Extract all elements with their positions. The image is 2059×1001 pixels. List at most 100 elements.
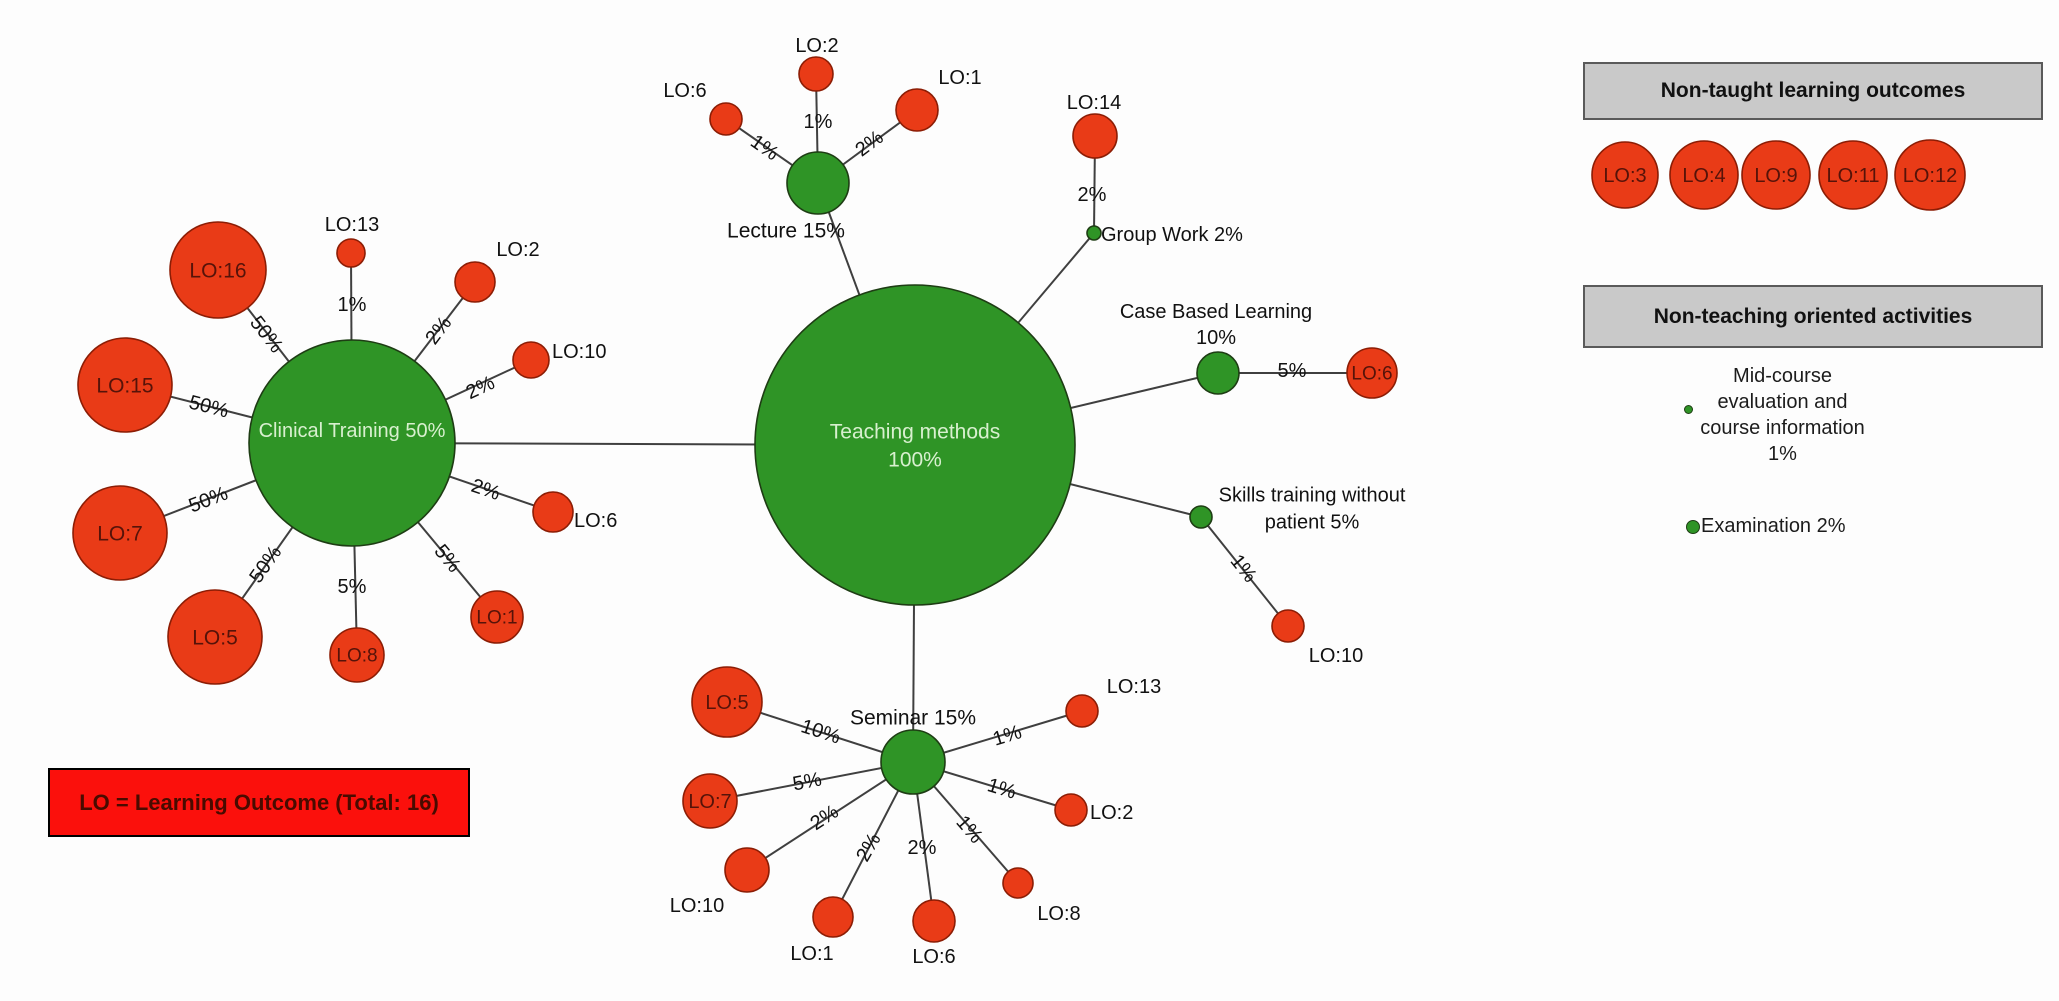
node-label-lo7s: LO:7 bbox=[688, 791, 731, 813]
node-label-groupwork: Group Work 2% bbox=[1101, 224, 1243, 246]
node-lo7s bbox=[682, 773, 738, 829]
edge-label-lecture-lo2l: 1% bbox=[804, 111, 833, 133]
edge-label-seminar-lo5s: 10% bbox=[798, 715, 843, 748]
green-dot-icon bbox=[1684, 405, 1693, 414]
node-label-cbl: 10% bbox=[1196, 327, 1236, 349]
node-lo13sem bbox=[1065, 694, 1099, 728]
node-lo2l bbox=[798, 56, 834, 92]
node-label-lo1sem: LO:1 bbox=[790, 943, 833, 965]
node-lo8sem bbox=[1002, 867, 1034, 899]
edge-label-seminar-lo7s: 5% bbox=[791, 768, 824, 795]
node-teaching bbox=[754, 284, 1076, 606]
node-label-teaching: Teaching methods bbox=[830, 420, 1000, 443]
node-lecture bbox=[786, 151, 850, 215]
node-lo1l bbox=[895, 88, 939, 132]
node-lo8c bbox=[329, 627, 385, 683]
node-lo9 bbox=[1741, 140, 1811, 210]
node-lo13c bbox=[336, 238, 366, 268]
node-layer bbox=[72, 56, 1966, 943]
node-seminar bbox=[880, 729, 946, 795]
edge-label-seminar-lo2sem: 1% bbox=[985, 774, 1019, 804]
edge-label-seminar-lo13sem: 1% bbox=[990, 721, 1024, 751]
node-label-skills: patient 5% bbox=[1265, 512, 1360, 534]
edge-label-seminar-lo6sem: 2% bbox=[908, 837, 937, 859]
node-lo2sem bbox=[1054, 793, 1088, 827]
edge-label-seminar-lo10sem: 2% bbox=[806, 801, 842, 835]
node-lo10s bbox=[1271, 609, 1305, 643]
node-label-lo2l: LO:2 bbox=[795, 35, 838, 57]
edge-seminar-lo7s bbox=[709, 761, 914, 802]
node-lo16c bbox=[169, 221, 267, 319]
node-lo6l bbox=[709, 102, 743, 136]
non-taught-legend-title: Non-taught learning outcomes bbox=[1660, 79, 1966, 102]
lo-footnote-text: LO = Learning Outcome (Total: 16) bbox=[79, 789, 439, 815]
edge-label-lecture-lo1l: 2% bbox=[851, 126, 887, 161]
node-cbl bbox=[1196, 351, 1240, 395]
node-label-clinical: Clinical Training 50% bbox=[259, 420, 446, 442]
node-label-teaching: 100% bbox=[888, 448, 942, 471]
node-skills bbox=[1189, 505, 1213, 529]
mid-course-evaluation-label: Mid-course evaluation and course informa… bbox=[1700, 365, 1865, 465]
node-lo6cbl bbox=[1346, 347, 1398, 399]
edge-seminar-lo10sem bbox=[746, 761, 914, 871]
node-lo6sem bbox=[912, 899, 956, 943]
node-label-lo5s: LO:5 bbox=[705, 692, 748, 714]
node-label-lo2c: LO:2 bbox=[496, 239, 539, 261]
edge-label-clinical-lo2c: 2% bbox=[421, 312, 456, 348]
node-label-lo13sem: LO:13 bbox=[1107, 676, 1161, 698]
non-teaching-legend-box: Non-teaching oriented activities bbox=[1583, 285, 2043, 348]
node-label-lo6c: LO:6 bbox=[574, 510, 617, 532]
node-label-lo12: LO:12 bbox=[1903, 165, 1957, 187]
node-label-lo10c: LO:10 bbox=[552, 341, 606, 363]
node-lo10sem bbox=[724, 847, 770, 893]
edge-label-clinical-lo13c: 1% bbox=[338, 294, 367, 316]
non-taught-legend-box: Non-taught learning outcomes bbox=[1583, 62, 2043, 120]
node-lo1c bbox=[470, 590, 524, 644]
node-label-lo6sem: LO:6 bbox=[912, 946, 955, 968]
node-label-lecture: Lecture 15% bbox=[727, 219, 845, 242]
node-label-lo8sem: LO:8 bbox=[1037, 903, 1080, 925]
node-lo1sem bbox=[812, 896, 854, 938]
edge-label-clinical-lo6c: 2% bbox=[468, 475, 503, 505]
edge-label-groupwork-lo14: 2% bbox=[1078, 184, 1107, 206]
node-label-lo16c: LO:16 bbox=[189, 259, 246, 282]
node-lo5c bbox=[167, 589, 263, 685]
node-groupwork bbox=[1086, 225, 1102, 241]
node-label-cbl: Case Based Learning bbox=[1120, 301, 1312, 323]
edge-label-clinical-lo7c: 50% bbox=[186, 482, 231, 517]
non-teaching-legend-title: Non-teaching oriented activities bbox=[1653, 304, 1973, 328]
node-label-lo5c: LO:5 bbox=[192, 626, 238, 649]
node-label-lo6cbl: LO:6 bbox=[1351, 364, 1392, 385]
node-lo5s bbox=[691, 666, 763, 738]
node-lo10c bbox=[512, 341, 550, 379]
node-lo15 bbox=[77, 337, 173, 433]
edge-label-clinical-lo5c: 50% bbox=[245, 542, 286, 588]
node-label-lo3: LO:3 bbox=[1603, 165, 1646, 187]
examination-label: Examination 2% bbox=[1701, 515, 1846, 537]
node-label-lo1c: LO:1 bbox=[476, 608, 517, 629]
node-label-skills: Skills training without bbox=[1219, 485, 1406, 507]
edge-label-cbl-lo6cbl: 5% bbox=[1278, 360, 1307, 382]
node-label-lo2sem: LO:2 bbox=[1090, 802, 1133, 824]
node-label-lo8c: LO:8 bbox=[336, 646, 377, 667]
lo-footnote-box: LO = Learning Outcome (Total: 16) bbox=[48, 768, 470, 837]
node-label-lo13c: LO:13 bbox=[325, 214, 379, 236]
node-label-lo6l: LO:6 bbox=[663, 80, 706, 102]
node-lo2c bbox=[454, 261, 496, 303]
node-label-lo7c: LO:7 bbox=[97, 522, 143, 545]
node-label-lo10s: LO:10 bbox=[1309, 645, 1363, 667]
node-label-lo1l: LO:1 bbox=[938, 67, 981, 89]
node-lo11 bbox=[1818, 140, 1888, 210]
node-label-lo15: LO:15 bbox=[96, 374, 153, 397]
node-lo7c bbox=[72, 485, 168, 581]
node-label-lo11: LO:11 bbox=[1827, 165, 1880, 187]
node-clinical bbox=[248, 339, 456, 547]
node-lo14 bbox=[1072, 113, 1118, 159]
node-lo3 bbox=[1591, 141, 1659, 209]
node-label-lo4: LO:4 bbox=[1682, 165, 1725, 187]
green-dot-icon bbox=[1686, 520, 1700, 534]
edge-label-clinical-lo8c: 5% bbox=[338, 576, 367, 598]
node-lo12 bbox=[1894, 139, 1966, 211]
